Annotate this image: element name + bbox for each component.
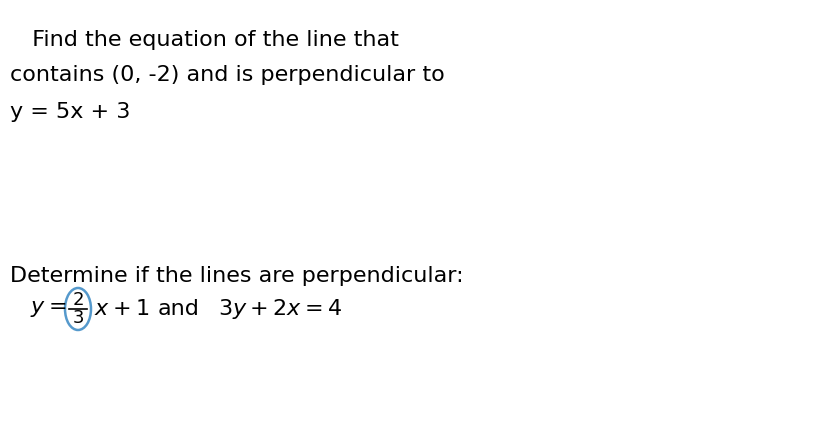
Text: Find the equation of the line that: Find the equation of the line that (18, 30, 399, 50)
Text: and: and (158, 299, 200, 319)
Text: $3y+2x=4$: $3y+2x=4$ (218, 297, 342, 321)
Text: 3: 3 (72, 309, 83, 327)
Text: y = 5x + 3: y = 5x + 3 (10, 102, 130, 122)
Text: $x+1$: $x+1$ (94, 299, 149, 319)
Text: $y=$: $y=$ (30, 299, 66, 319)
Text: Determine if the lines are perpendicular:: Determine if the lines are perpendicular… (10, 266, 464, 286)
Text: 2: 2 (72, 291, 83, 309)
Text: contains (0, -2) and is perpendicular to: contains (0, -2) and is perpendicular to (10, 65, 445, 85)
